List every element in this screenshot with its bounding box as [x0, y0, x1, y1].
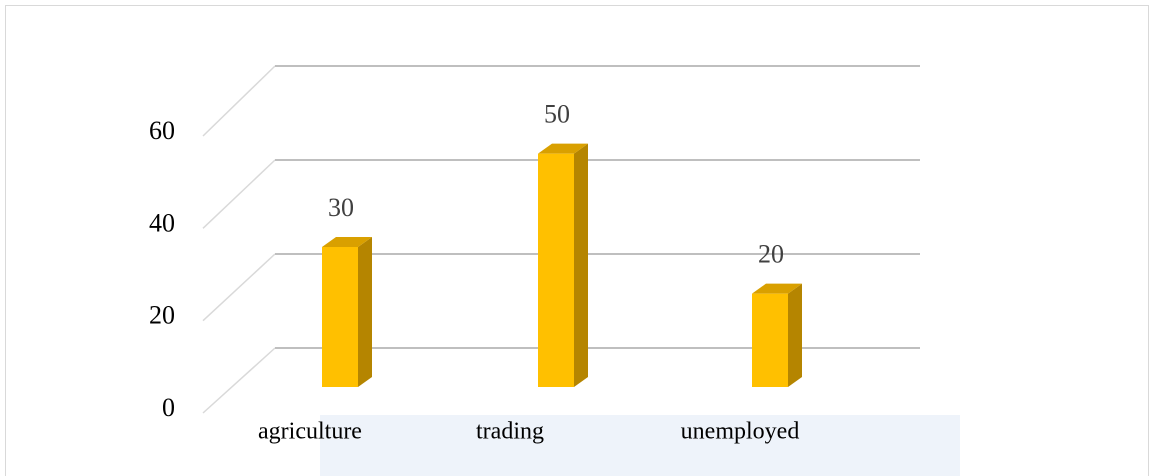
grid-line-side	[202, 65, 276, 137]
y-tick-label: 0	[162, 393, 175, 422]
x-tick-label: trading	[476, 419, 544, 445]
bar-side	[574, 143, 588, 387]
x-tick-label: unemployed	[681, 419, 800, 445]
bar	[538, 153, 574, 387]
grid-line-side	[202, 347, 276, 414]
x-tick-label: agriculture	[258, 419, 362, 445]
background-strip	[320, 415, 960, 476]
data-label: 20	[758, 240, 784, 269]
bar	[752, 293, 788, 387]
data-label: 50	[544, 100, 570, 129]
y-tick-label: 60	[149, 116, 175, 145]
bar	[322, 247, 358, 387]
bar-top	[752, 283, 802, 294]
bar-top	[322, 237, 372, 247]
grid-line-side	[202, 159, 276, 229]
bar-top	[538, 143, 588, 154]
y-tick-label: 40	[149, 208, 175, 237]
bar-side	[788, 283, 802, 387]
grid-line-side	[202, 253, 276, 322]
bar-side	[358, 237, 372, 387]
y-tick-label: 20	[149, 301, 175, 330]
data-label: 30	[328, 193, 354, 222]
